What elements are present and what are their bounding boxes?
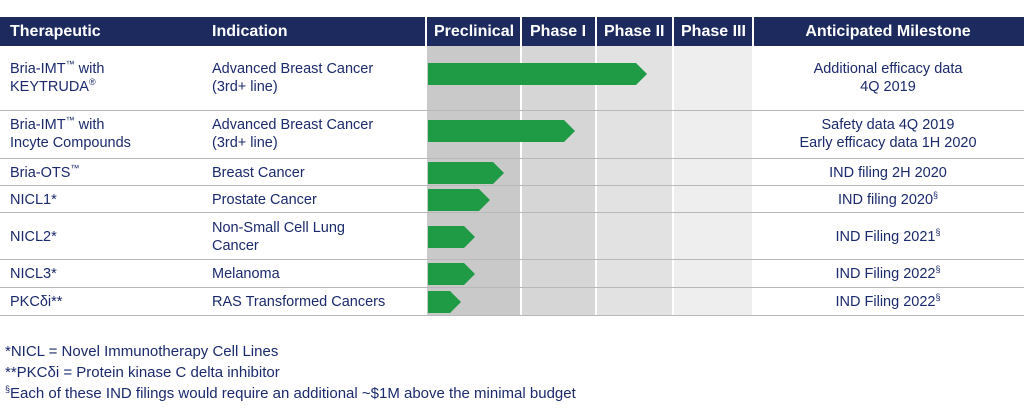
therapeutic-cell: NICL3* [10, 266, 57, 282]
therapeutic-cell: NICL2* [10, 229, 57, 245]
indication-cell: Advanced Breast Cancer (3rd+ line) [212, 61, 374, 95]
header-phase-2: Phase II [604, 23, 665, 40]
milestone-cell: IND Filing 2021§ [835, 227, 941, 245]
progress-arrow [428, 291, 461, 313]
header-divider [752, 17, 754, 46]
progress-arrow [428, 162, 504, 184]
header-phase-1: Phase I [530, 23, 587, 40]
milestone-cell: IND filing 2H 2020 [829, 165, 947, 181]
milestone-cell: IND Filing 2022§ [835, 264, 941, 282]
therapeutic-cell: Bria-OTS™ [10, 163, 80, 181]
therapeutic-cell: Bria-IMT™ with KEYTRUDA® [10, 59, 105, 95]
header-indication: Indication [212, 23, 288, 40]
indication-cell: Advanced Breast Cancer (3rd+ line) [212, 117, 374, 151]
footnote-nicl: *NICL = Novel Immunotherapy Cell Lines [5, 343, 279, 360]
phase-1-column-bg [522, 46, 595, 316]
indication-cell: RAS Transformed Cancers [212, 294, 386, 310]
phase-2-column-bg [597, 46, 672, 316]
header-divider [672, 17, 674, 46]
indication-cell: Breast Cancer [212, 165, 305, 181]
header-divider [595, 17, 597, 46]
milestone-cell: IND Filing 2022§ [835, 292, 941, 310]
row-divider [0, 158, 1024, 159]
row-divider [0, 110, 1024, 111]
row-divider [0, 185, 1024, 186]
progress-arrow [428, 263, 475, 285]
milestone-cell: Safety data 4Q 2019 Early efficacy data 1… [799, 117, 977, 151]
header-phase-3: Phase III [681, 23, 746, 40]
footnote-ind-budget: §Each of these IND filings would require… [5, 384, 576, 403]
progress-arrow [428, 189, 490, 211]
row-divider [0, 315, 1024, 316]
footnote-pkc: **PKCδi = Protein kinase C delta inhibit… [5, 364, 280, 381]
row-divider [0, 287, 1024, 288]
phase-3-column-bg [674, 46, 752, 316]
progress-arrow [428, 120, 575, 142]
header-milestone: Anticipated Milestone [805, 23, 971, 40]
header-preclinical: Preclinical [434, 23, 515, 40]
indication-cell: Melanoma [212, 266, 280, 282]
therapeutic-cell: Bria-IMT™ with Incyte Compounds [10, 115, 131, 151]
therapeutic-cell: PKCδi** [10, 294, 63, 310]
table-header: Therapeutic Indication Preclinical Phase… [0, 17, 1024, 46]
header-therapeutic: Therapeutic [10, 23, 101, 40]
header-divider [425, 17, 427, 46]
row-divider [0, 212, 1024, 213]
indication-cell: Prostate Cancer [212, 192, 317, 208]
header-divider [520, 17, 522, 46]
indication-cell: Non-Small Cell Lung Cancer [212, 220, 345, 254]
row-divider [0, 259, 1024, 260]
progress-arrow [428, 226, 475, 248]
milestone-cell: IND filing 2020§ [837, 190, 939, 208]
therapeutic-cell: NICL1* [10, 192, 57, 208]
progress-arrow [428, 63, 647, 85]
milestone-cell: Additional efficacy data 4Q 2019 [813, 61, 963, 95]
